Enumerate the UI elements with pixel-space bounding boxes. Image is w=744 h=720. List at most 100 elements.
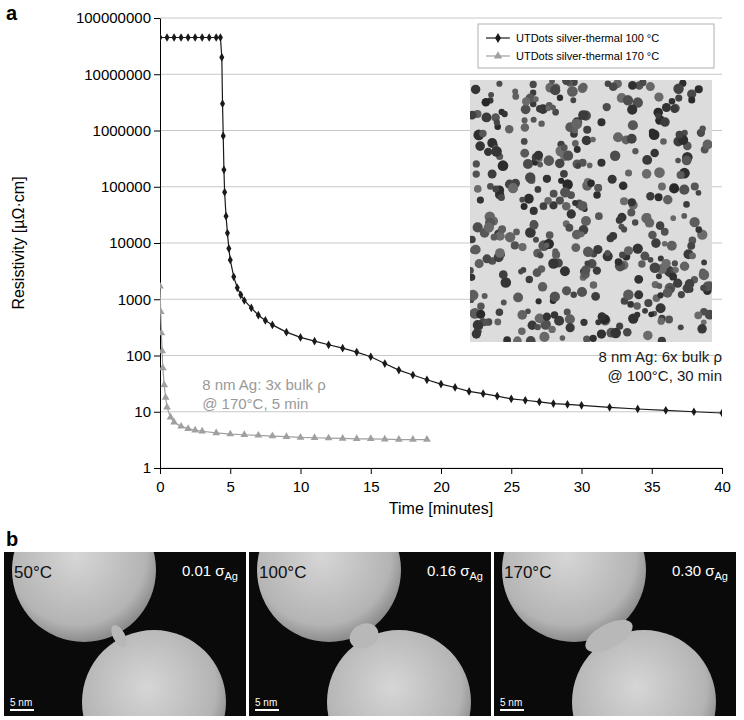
tem-particle [561,144,568,151]
tick: 1000 [118,291,160,308]
tem-particle [476,310,485,319]
tem-particle [627,208,635,216]
series-marker [221,132,226,141]
tem-particle [549,80,555,84]
tem-particle [632,219,639,226]
tem-particle [673,84,683,94]
tem-particle [624,246,633,255]
tem-particle [526,276,533,283]
conductivity-subscript: Ag [470,570,483,582]
series-marker [160,33,163,42]
series-marker [172,33,177,42]
tem-particle [694,311,702,319]
tem-particle [590,281,598,289]
sinter-neck [580,613,637,659]
tem-particle [648,257,654,263]
series-marker [551,399,556,408]
tem-particle [605,81,612,88]
tem-particle [628,120,638,130]
tick-mark [511,468,512,474]
tem-particle [548,258,559,269]
tem-particle [677,171,685,179]
tem-particle [597,159,605,167]
tem-particle [669,98,676,105]
tem-particle [595,184,602,191]
tem-particle [537,162,543,168]
series-marker [218,33,223,42]
series-marker [353,434,361,441]
tick-mark [154,243,160,244]
tem-particle [471,85,480,94]
tick-mark [154,18,160,19]
tem-particle [628,198,636,206]
tem-particle [483,319,490,326]
legend-label: UTDots silver-thermal 170 °C [516,50,659,62]
micrograph-temperature: 170°C [504,563,551,582]
tick-mark [154,187,160,188]
series-marker [179,33,184,42]
series-marker [396,366,401,375]
tem-particle [550,292,560,302]
tem-particle [494,318,501,325]
tick-label: 0 [156,478,164,495]
tem-particle [700,285,706,291]
tick: 20 [433,468,450,495]
series-marker [339,434,347,441]
micrograph-image [494,552,736,716]
tem-particle [634,275,643,284]
tick-label: 10000000 [84,66,151,83]
legend-box [478,24,714,68]
annotation: 8 nm Ag: 6x bulk ρ [598,348,722,365]
tem-particle [667,241,677,251]
tem-particle [477,302,484,309]
series-marker [228,256,233,265]
y-axis-title: Resistivity [µΩ·cm] [10,176,27,309]
tem-particle [594,184,602,192]
series-marker [186,33,191,42]
series-marker [160,282,164,289]
tem-particle [488,92,494,98]
tem-particle [545,106,551,112]
tem-particle [669,183,679,193]
tem-particle [634,312,640,318]
series-marker [240,430,248,437]
tem-particle [582,136,592,146]
tem-particle [680,261,689,270]
series-marker [368,352,373,361]
conductivity-subscript: Ag [715,570,728,582]
series-marker [160,347,166,354]
tick-mark [301,468,302,474]
tem-particle [525,172,535,182]
x-axis: 0510152025303540 [156,468,731,495]
tick: 35 [644,468,661,495]
y-axis: 1101001000100001000001000000100000001000… [76,9,161,476]
series-marker [663,406,668,415]
series-marker [160,380,168,387]
sinter-neck [345,618,383,653]
figure: a051015202530354011010010001000010000010… [0,0,744,720]
tem-particle [538,120,544,126]
tick: 0 [156,468,164,495]
plot-area [160,33,722,442]
tem-particle [544,239,554,249]
tem-particle [648,231,656,239]
series-marker [719,409,722,418]
tem-particle [581,216,591,226]
tick: 100000 [101,178,160,195]
tick: 15 [363,468,380,495]
series-marker [607,403,612,412]
tem-particle [511,241,519,249]
tem-particle [571,243,580,252]
tem-particle [488,170,497,179]
series-marker [160,329,165,336]
nanoparticle [82,630,226,716]
tem-particle [663,288,673,298]
tem-particle [621,226,627,232]
tem-particle [623,290,634,301]
tick-mark [154,468,160,469]
series-marker [423,435,431,442]
tem-particle [521,138,528,145]
tem-particle [563,151,573,161]
tem-particle [560,266,570,276]
panel-label: a [6,2,18,24]
